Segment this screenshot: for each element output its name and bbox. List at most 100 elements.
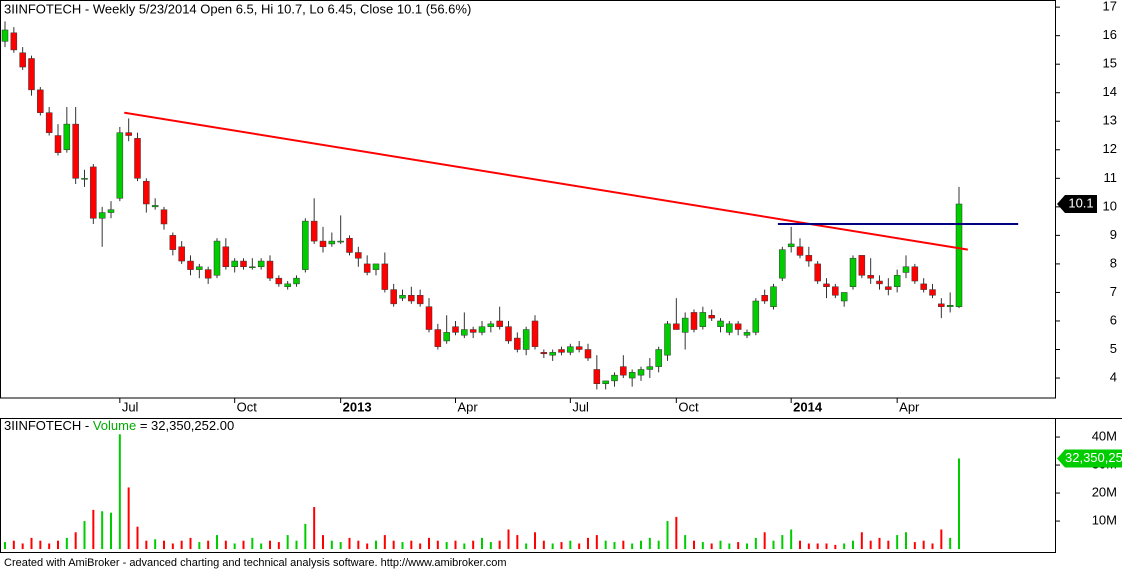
volume-bar bbox=[313, 507, 316, 550]
candle-body bbox=[293, 277, 300, 285]
volume-title-symbol: 3IINFOTECH - bbox=[4, 418, 93, 433]
candle-body bbox=[125, 132, 132, 136]
last-volume-label: 32,350,25 bbox=[1065, 450, 1122, 465]
candle-body bbox=[902, 266, 910, 273]
volume-bar bbox=[48, 543, 51, 550]
volume-bar bbox=[746, 543, 748, 550]
volume-bar bbox=[693, 540, 695, 550]
volume-bar bbox=[322, 535, 324, 550]
volume-bar bbox=[251, 537, 254, 550]
y-tick-label: 13 bbox=[1103, 113, 1117, 128]
volume-bar bbox=[101, 511, 104, 550]
candle-body bbox=[204, 269, 212, 279]
candle-body bbox=[858, 255, 866, 276]
volume-bar bbox=[110, 512, 112, 550]
candle-body bbox=[549, 352, 556, 356]
candle-body bbox=[434, 329, 442, 347]
candle-body bbox=[540, 352, 548, 355]
volume-bar bbox=[940, 529, 943, 550]
volume-bar bbox=[127, 487, 130, 550]
candle-body bbox=[911, 266, 919, 282]
candle-body bbox=[134, 138, 141, 179]
volume-bar bbox=[154, 539, 157, 550]
candle-body bbox=[602, 380, 609, 384]
volume-bar bbox=[710, 543, 713, 550]
volume-bar bbox=[383, 535, 386, 550]
volume-bar bbox=[958, 458, 960, 550]
volume-bar bbox=[277, 542, 280, 550]
candle-body bbox=[620, 366, 627, 376]
candle-body bbox=[363, 263, 371, 273]
volume-title-value: = 32,350,252.00 bbox=[136, 418, 234, 433]
volume-bar bbox=[905, 532, 907, 550]
y-tick-label: 11 bbox=[1104, 170, 1118, 185]
volume-bar bbox=[92, 509, 95, 550]
candle-body bbox=[487, 323, 495, 327]
volume-bar bbox=[816, 543, 819, 550]
volume-bar bbox=[348, 537, 351, 550]
candle-body bbox=[946, 305, 954, 307]
candle-body bbox=[593, 369, 601, 384]
y-tick-label: 17 bbox=[1103, 0, 1117, 14]
candle-body bbox=[284, 283, 291, 287]
candle-body bbox=[796, 246, 804, 256]
volume-bar bbox=[401, 542, 404, 550]
volume-bar bbox=[410, 540, 413, 550]
volume-bar bbox=[869, 540, 872, 550]
volume-bar bbox=[392, 540, 395, 550]
x-tick-label: Jul bbox=[572, 399, 589, 414]
y-tick-label: 8 bbox=[1110, 255, 1117, 270]
volume-bar bbox=[507, 529, 510, 550]
volume-bar bbox=[498, 540, 501, 550]
candle-body bbox=[19, 52, 26, 68]
volume-bar bbox=[913, 542, 916, 550]
footer: Created with AmiBroker - advanced charti… bbox=[4, 557, 507, 569]
candle-body bbox=[45, 112, 53, 133]
volume-bar bbox=[843, 543, 846, 550]
volume-bar bbox=[163, 540, 165, 550]
volume-bar bbox=[189, 537, 192, 550]
x-tick-label: Oct bbox=[678, 399, 699, 414]
y-tick-label: 16 bbox=[1103, 27, 1117, 42]
x-tick-label: 2014 bbox=[793, 399, 823, 414]
candle-body bbox=[840, 292, 848, 302]
candle-body bbox=[690, 312, 698, 330]
volume-bar bbox=[631, 543, 634, 550]
x-tick-label: Oct bbox=[237, 399, 258, 414]
trendline bbox=[124, 111, 968, 251]
volume-bar bbox=[622, 540, 625, 550]
candle-body bbox=[90, 166, 97, 219]
y-tick-label: 15 bbox=[1103, 56, 1117, 71]
candle-body bbox=[752, 300, 760, 333]
volume-bar bbox=[728, 543, 731, 550]
volume-bar bbox=[931, 543, 934, 550]
candle-body bbox=[832, 286, 839, 296]
candle-body bbox=[885, 286, 892, 290]
x-tick-label: Apr bbox=[899, 399, 920, 414]
candle-body bbox=[478, 326, 486, 333]
volume-bar bbox=[30, 537, 33, 550]
candle-body bbox=[522, 329, 530, 350]
candle-body bbox=[849, 257, 857, 287]
volume-bar bbox=[39, 540, 42, 550]
candle-body bbox=[823, 283, 830, 287]
volume-bar bbox=[807, 543, 810, 550]
volume-bar bbox=[569, 540, 572, 550]
candle-body bbox=[867, 275, 874, 279]
chart-title: 3IINFOTECH - Weekly 5/23/2014 Open 6.5, … bbox=[4, 1, 471, 16]
y-tick-label: 9 bbox=[1110, 227, 1117, 242]
candle-body bbox=[98, 212, 106, 219]
candle-body bbox=[151, 205, 159, 208]
last-price-tag bbox=[1057, 194, 1097, 213]
candle-body bbox=[337, 240, 344, 243]
volume-bar bbox=[118, 434, 121, 550]
candle-body bbox=[584, 349, 592, 359]
candle-body bbox=[302, 220, 309, 270]
candle-body bbox=[381, 263, 389, 290]
volume-bar bbox=[595, 535, 598, 550]
candle-body bbox=[761, 295, 768, 302]
volume-bar bbox=[224, 540, 227, 550]
candle-body bbox=[169, 235, 177, 250]
volume-bar bbox=[887, 540, 890, 550]
volume-bar bbox=[675, 516, 678, 550]
